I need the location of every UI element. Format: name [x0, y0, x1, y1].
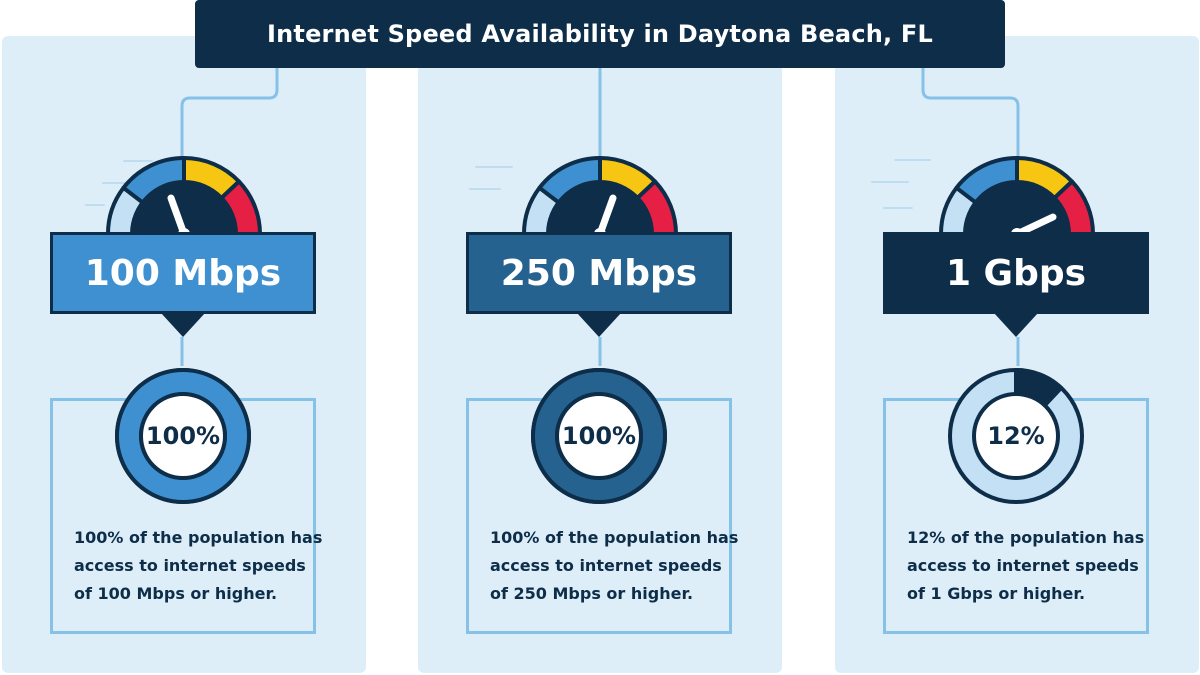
description-line: of 1 Gbps or higher.	[907, 584, 1086, 603]
description-line: access to internet speeds	[490, 556, 722, 575]
percent-donut-chart	[115, 368, 251, 504]
description-line: 12% of the population has	[907, 528, 1145, 547]
pointer-triangle-icon	[577, 313, 621, 337]
description-line: access to internet speeds	[907, 556, 1139, 575]
page-title: Internet Speed Availability in Daytona B…	[266, 20, 933, 48]
pointer-triangle-icon	[994, 313, 1038, 337]
description-line: 100% of the population has	[490, 528, 739, 547]
speed-column: 250 Mbps 100% 100% of the population has…	[418, 0, 782, 675]
description-line: of 250 Mbps or higher.	[490, 584, 694, 603]
percent-donut-chart	[948, 368, 1084, 504]
title-banner: Internet Speed Availability in Daytona B…	[195, 0, 1005, 68]
description: 100% of the population has access to int…	[490, 524, 740, 608]
description-line: access to internet speeds	[74, 556, 306, 575]
pointer-triangle-icon	[161, 313, 205, 337]
speed-value: 100 Mbps	[84, 252, 282, 294]
speed-label-box: 250 Mbps	[466, 232, 732, 314]
description-line: 100% of the population has	[74, 528, 323, 547]
speed-column: 1 Gbps 12% 12% of the population has acc…	[835, 0, 1199, 675]
percent-label: 100%	[561, 422, 637, 450]
speedometer-icon	[938, 155, 1096, 234]
percent-label: 12%	[987, 422, 1045, 450]
speedometer-icon	[105, 155, 263, 234]
speedometer-icon	[521, 155, 679, 234]
percent-donut-chart	[531, 368, 667, 504]
description: 100% of the population has access to int…	[74, 524, 324, 608]
percent-label: 100%	[145, 422, 221, 450]
description: 12% of the population has access to inte…	[907, 524, 1157, 608]
speed-value: 1 Gbps	[945, 252, 1087, 294]
speed-label-box: 1 Gbps	[883, 232, 1149, 314]
speed-label-box: 100 Mbps	[50, 232, 316, 314]
column-panel-100-mbps	[2, 36, 366, 673]
speed-value: 250 Mbps	[500, 252, 698, 294]
description-line: of 100 Mbps or higher.	[74, 584, 278, 603]
speed-column: 100 Mbps 100% 100% of the population has…	[2, 0, 366, 675]
